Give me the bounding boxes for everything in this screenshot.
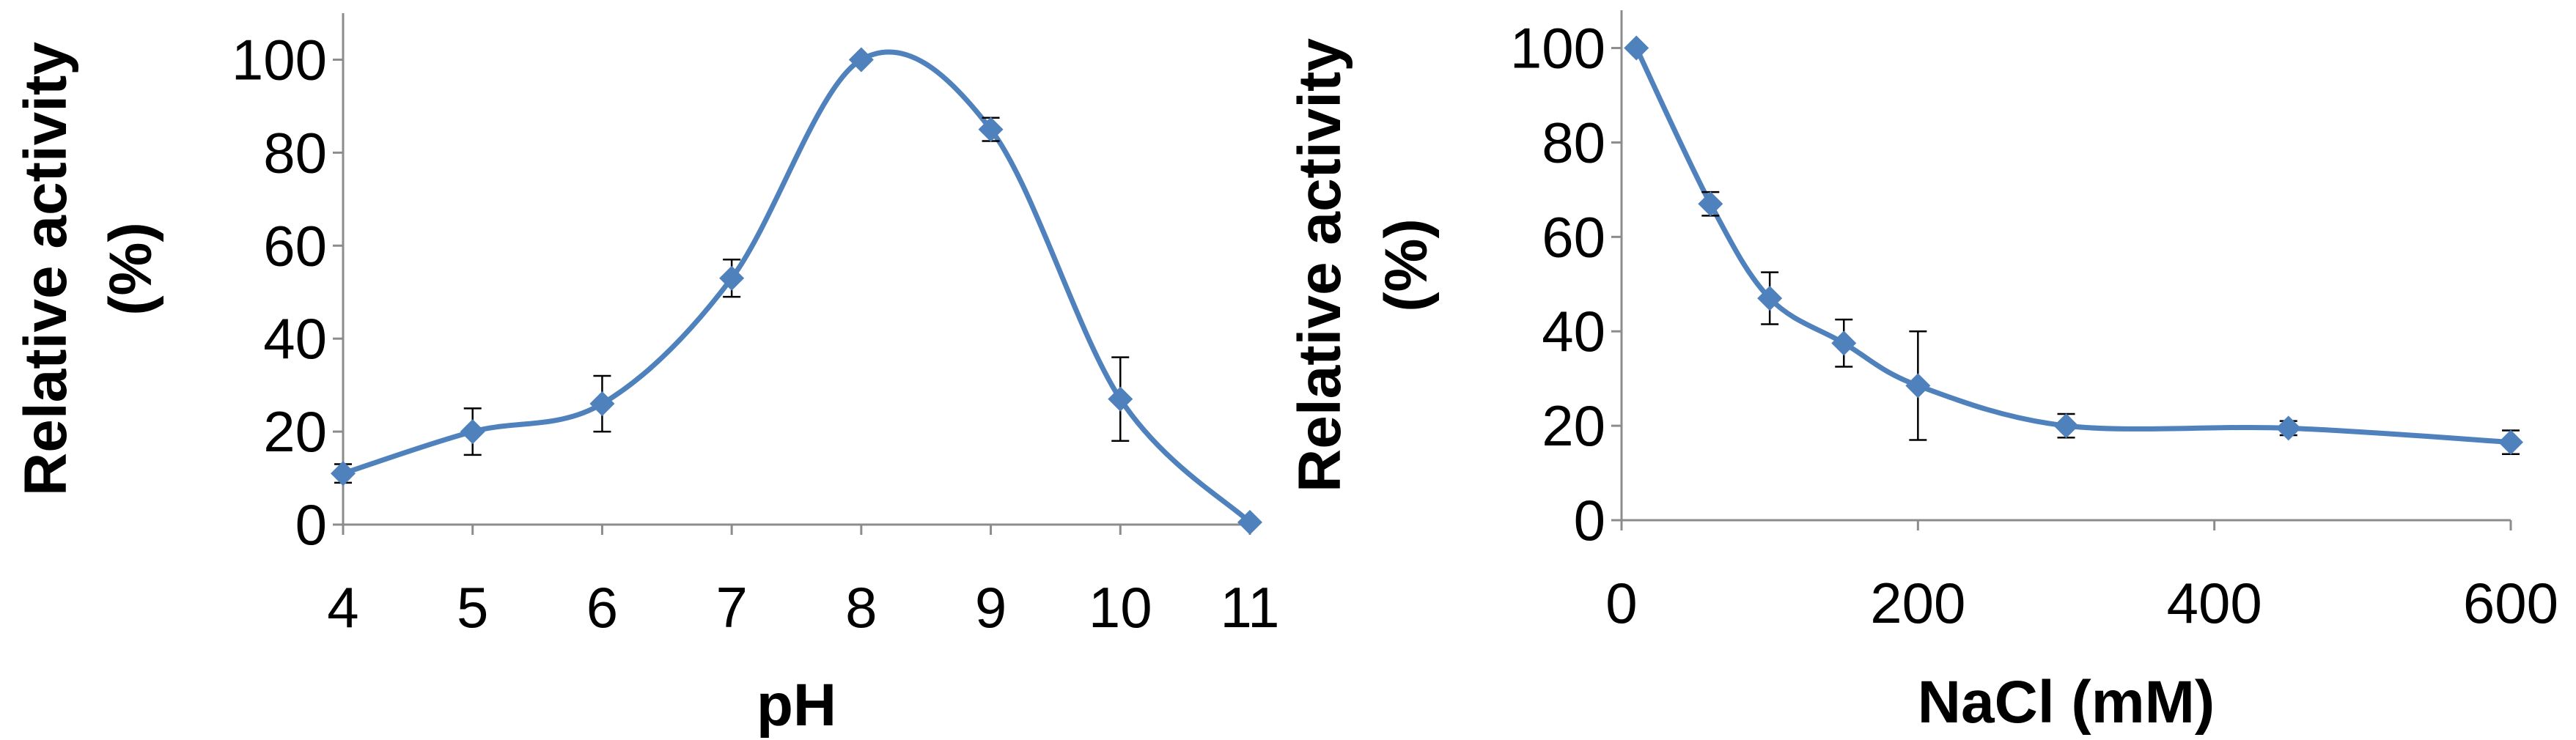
x-axis-title: pH (757, 672, 836, 739)
y-tick-label: 100 (1510, 16, 1605, 81)
y-tick-label: 80 (263, 120, 327, 185)
x-tick-label: 200 (1870, 571, 1965, 635)
x-tick-label: 8 (845, 575, 877, 640)
data-point (1757, 286, 1783, 311)
data-point (589, 391, 615, 417)
x-tick-label: 6 (586, 575, 618, 640)
data-point (1237, 509, 1262, 535)
data-point (2275, 415, 2301, 441)
chart-nacl: 0 20 40 60 80 100 0 200 400 600 NaCl (mM) Relative … (1287, 10, 2558, 736)
data-point (719, 265, 745, 291)
x-tick-label: 600 (2463, 571, 2558, 635)
series-line (342, 49, 1252, 525)
y-tick-label: 20 (1542, 393, 1605, 458)
x-tick-label: 9 (975, 575, 1007, 640)
chart-ph: 0 20 40 60 80 100 4 5 6 7 8 9 10 11 pH Relative activit… (12, 13, 1279, 739)
y-tick-label: 60 (263, 213, 327, 278)
data-point (1905, 373, 1931, 399)
x-tick-label: 400 (2167, 571, 2262, 635)
x-tick-label: 11 (1221, 575, 1280, 640)
data-point (2498, 429, 2523, 455)
y-tick-label: 0 (295, 492, 327, 557)
y-axis-title-line2: (%) (97, 222, 164, 316)
x-tick-label: 7 (715, 575, 747, 640)
y-tick-label: 40 (263, 306, 327, 371)
data-point (1831, 330, 1857, 356)
y-axis-title-line1: Relative activity (12, 42, 79, 496)
x-tick-label: 5 (457, 575, 488, 640)
data-point (331, 461, 356, 486)
y-tick-label: 80 (1542, 110, 1605, 174)
x-tick-label: 0 (1605, 571, 1637, 635)
data-point (848, 47, 874, 73)
data-point (978, 116, 1004, 142)
y-tick-label: 40 (1542, 299, 1605, 363)
y-axis-title-line2: (%) (1373, 218, 1440, 312)
data-point (1108, 386, 1133, 412)
data-point (1624, 35, 1649, 61)
y-tick-label: 60 (1542, 204, 1605, 269)
series-line (1634, 47, 2511, 445)
y-axis-title-line1: Relative activity (1287, 38, 1353, 492)
x-tick-label: 4 (327, 575, 358, 640)
data-point (2053, 413, 2079, 439)
data-point (1698, 191, 1723, 217)
y-tick-label: 0 (1574, 488, 1605, 552)
x-tick-label: 10 (1089, 575, 1152, 640)
y-tick-label: 100 (232, 27, 327, 92)
data-point (460, 419, 485, 445)
y-tick-label: 20 (263, 399, 327, 464)
x-axis-title: NaCl (mM) (1918, 669, 2215, 736)
